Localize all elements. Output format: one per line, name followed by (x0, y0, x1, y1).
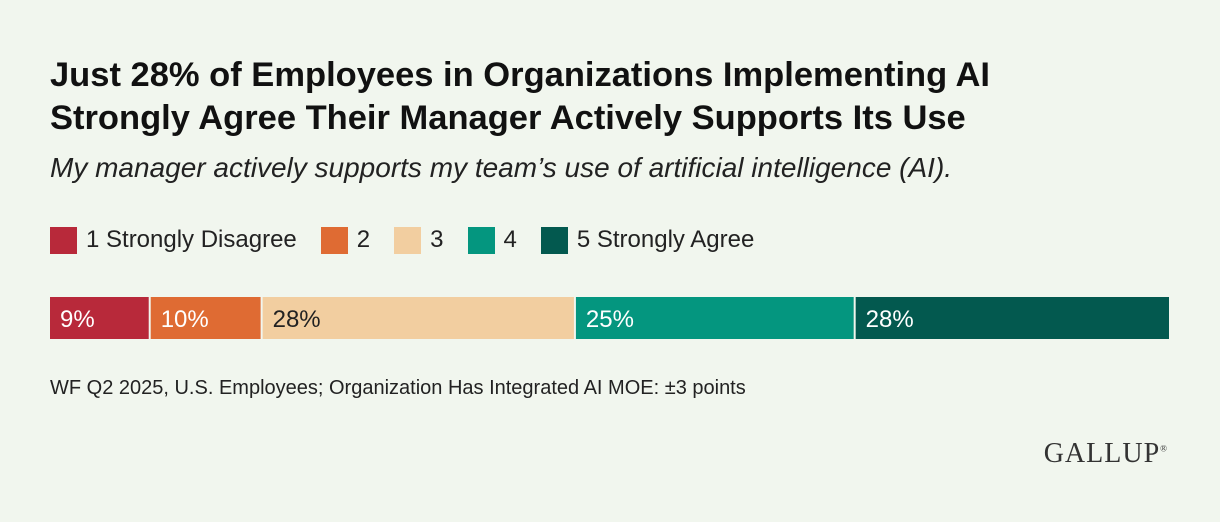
chart-title-line-2: Strongly Agree Their Manager Actively Su… (50, 99, 966, 137)
legend-label-5: 5 Strongly Agree (576, 226, 755, 253)
bar-label-2: 10% (161, 306, 209, 333)
legend-label-3: 3 (430, 226, 444, 253)
bar-segment-3 (262, 297, 574, 339)
gallup-logo: GALLUP® (1044, 438, 1168, 470)
legend-item-1: 1 Strongly Disagree (50, 226, 297, 254)
legend-swatch-4 (467, 226, 495, 254)
legend-swatch-1 (50, 226, 77, 254)
bar-segment-2 (150, 297, 261, 339)
bar-label-1: 9% (60, 306, 95, 333)
legend-item-3: 3 (394, 226, 444, 254)
stacked-bar-svg: 9% 10% 28% 25% 28% (50, 297, 1169, 339)
registered-mark: ® (1160, 443, 1168, 454)
legend-item-2: 2 (320, 226, 371, 254)
bar-segment-1 (50, 297, 149, 339)
legend-label-2: 2 (356, 226, 371, 253)
chart-title: Just 28% of Employees in Organizations I… (50, 54, 1190, 140)
legend-item-5: 5 Strongly Agree (540, 226, 755, 254)
chart-title-line-1: Just 28% of Employees in Organizations I… (50, 56, 990, 94)
bar-label-4: 25% (586, 306, 634, 333)
chart-footnote: WF Q2 2025, U.S. Employees; Organization… (50, 377, 746, 399)
bar-label-3: 28% (273, 306, 321, 333)
bar-segment-5 (855, 297, 1169, 339)
gallup-logo-text: GALLUP (1043, 438, 1161, 469)
stacked-bar: 9% 10% 28% 25% 28% (50, 297, 1169, 339)
legend-swatch-5 (540, 226, 568, 254)
chart-legend: 1 Strongly Disagree 2 3 4 5 Strongly Agree (50, 224, 778, 256)
chart-subtitle: My manager actively supports my team’s u… (50, 152, 953, 183)
legend-swatch-3 (394, 226, 422, 254)
legend-label-4: 4 (503, 226, 517, 253)
legend-swatch-2 (320, 226, 348, 254)
bar-label-5: 28% (866, 306, 914, 333)
bar-segment-4 (575, 297, 854, 339)
legend-label-1: 1 Strongly Disagree (86, 226, 297, 253)
legend-item-4: 4 (467, 226, 517, 254)
